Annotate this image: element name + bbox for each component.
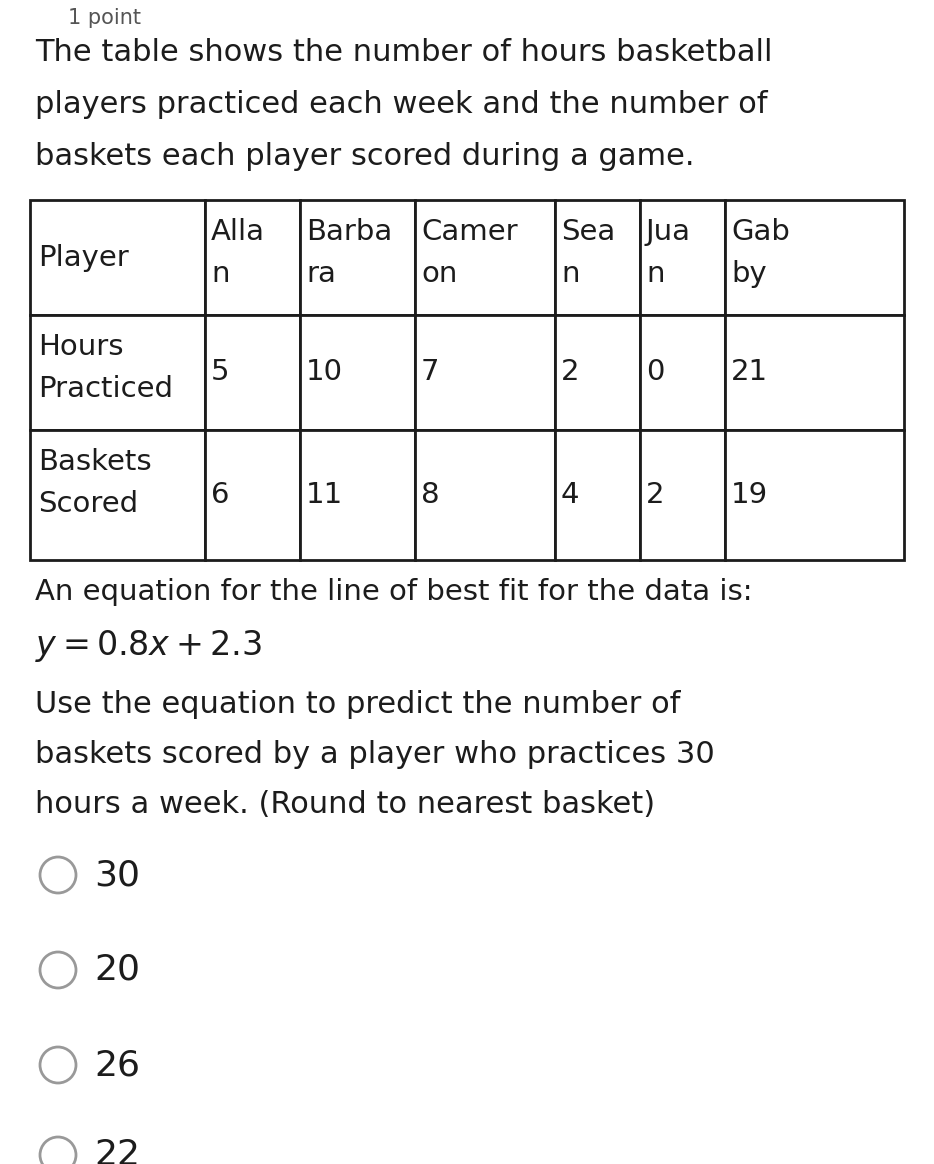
Text: Scored: Scored bbox=[38, 490, 138, 518]
Bar bbox=[205, 200, 300, 315]
Bar bbox=[415, 200, 555, 315]
Bar bbox=[725, 430, 904, 560]
Bar bbox=[555, 430, 640, 560]
Text: 10: 10 bbox=[306, 359, 343, 386]
Bar bbox=[30, 200, 205, 315]
Text: 0: 0 bbox=[646, 359, 664, 386]
Text: 22: 22 bbox=[94, 1138, 140, 1164]
Text: n: n bbox=[211, 260, 230, 288]
Text: by: by bbox=[731, 260, 767, 288]
Text: 11: 11 bbox=[306, 481, 344, 509]
Text: 6: 6 bbox=[211, 481, 230, 509]
Text: 20: 20 bbox=[94, 953, 140, 987]
Text: 1 point: 1 point bbox=[68, 8, 141, 28]
Text: 2: 2 bbox=[646, 481, 664, 509]
Text: Alla: Alla bbox=[211, 218, 265, 246]
Text: Gab: Gab bbox=[731, 218, 790, 246]
Text: 21: 21 bbox=[731, 359, 768, 386]
Text: baskets each player scored during a game.: baskets each player scored during a game… bbox=[35, 142, 695, 171]
Text: ra: ra bbox=[306, 260, 336, 288]
Text: Jua: Jua bbox=[646, 218, 691, 246]
Bar bbox=[640, 315, 725, 430]
Text: The table shows the number of hours basketball: The table shows the number of hours bask… bbox=[35, 38, 772, 68]
Bar bbox=[300, 200, 415, 315]
Text: 2: 2 bbox=[561, 359, 579, 386]
Bar bbox=[300, 315, 415, 430]
Text: baskets scored by a player who practices 30: baskets scored by a player who practices… bbox=[35, 740, 715, 769]
Text: Sea: Sea bbox=[561, 218, 616, 246]
Text: 5: 5 bbox=[211, 359, 230, 386]
Text: Barba: Barba bbox=[306, 218, 392, 246]
Text: Practiced: Practiced bbox=[38, 375, 173, 403]
Text: Player: Player bbox=[38, 243, 129, 271]
Bar bbox=[415, 430, 555, 560]
Text: Baskets: Baskets bbox=[38, 448, 151, 476]
Text: n: n bbox=[561, 260, 579, 288]
Text: 19: 19 bbox=[731, 481, 768, 509]
Text: An equation for the line of best fit for the data is:: An equation for the line of best fit for… bbox=[35, 579, 753, 606]
Bar bbox=[725, 315, 904, 430]
Text: $\mathit{y} = 0.8\mathit{x} + 2.3$: $\mathit{y} = 0.8\mathit{x} + 2.3$ bbox=[35, 629, 262, 663]
Text: Hours: Hours bbox=[38, 333, 123, 361]
Text: 30: 30 bbox=[94, 858, 140, 892]
Text: n: n bbox=[646, 260, 664, 288]
Bar bbox=[205, 315, 300, 430]
Text: players practiced each week and the number of: players practiced each week and the numb… bbox=[35, 90, 768, 119]
Text: on: on bbox=[421, 260, 458, 288]
Bar bbox=[30, 315, 205, 430]
Text: 26: 26 bbox=[94, 1048, 140, 1083]
Bar bbox=[725, 200, 904, 315]
Text: 7: 7 bbox=[421, 359, 440, 386]
Bar bbox=[640, 200, 725, 315]
Text: Use the equation to predict the number of: Use the equation to predict the number o… bbox=[35, 690, 680, 719]
Bar bbox=[555, 315, 640, 430]
Bar bbox=[205, 430, 300, 560]
Text: 8: 8 bbox=[421, 481, 440, 509]
Bar bbox=[300, 430, 415, 560]
Bar bbox=[640, 430, 725, 560]
Text: 4: 4 bbox=[561, 481, 579, 509]
Bar bbox=[415, 315, 555, 430]
Text: hours a week. (Round to nearest basket): hours a week. (Round to nearest basket) bbox=[35, 790, 655, 819]
Bar bbox=[30, 430, 205, 560]
Bar bbox=[555, 200, 640, 315]
Text: Camer: Camer bbox=[421, 218, 517, 246]
